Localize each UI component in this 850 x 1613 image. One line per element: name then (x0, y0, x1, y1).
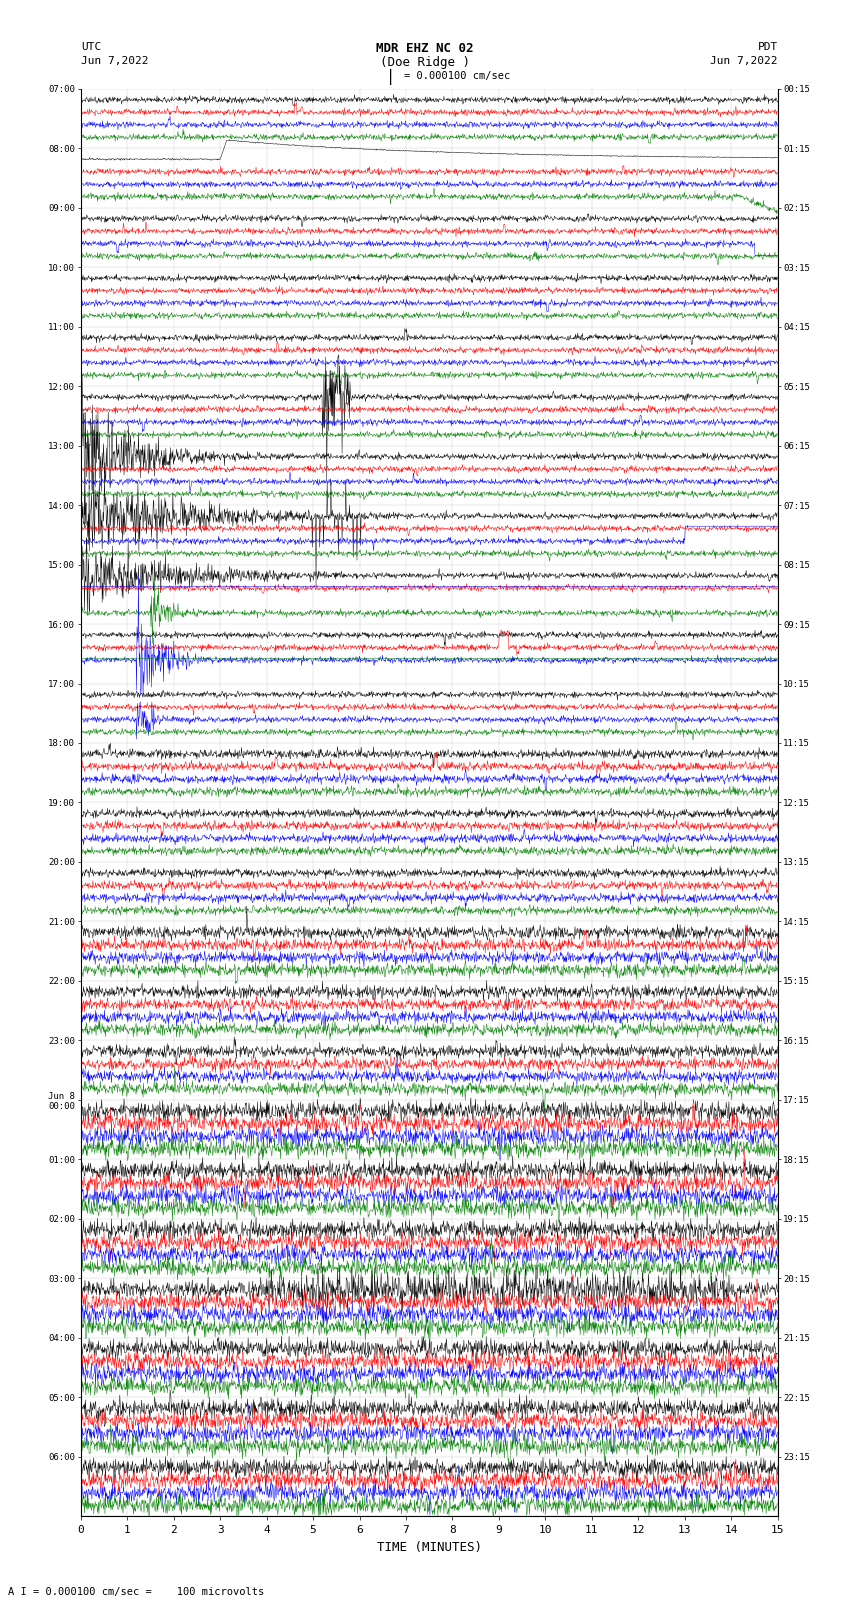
Text: UTC: UTC (81, 42, 101, 52)
X-axis label: TIME (MINUTES): TIME (MINUTES) (377, 1540, 482, 1553)
Text: = 0.000100 cm/sec: = 0.000100 cm/sec (404, 71, 510, 81)
Text: Jun 7,2022: Jun 7,2022 (81, 56, 148, 66)
Text: (Doe Ridge ): (Doe Ridge ) (380, 56, 470, 69)
Text: |: | (387, 69, 395, 85)
Text: A I = 0.000100 cm/sec =    100 microvolts: A I = 0.000100 cm/sec = 100 microvolts (8, 1587, 264, 1597)
Text: Jun 7,2022: Jun 7,2022 (711, 56, 778, 66)
Text: PDT: PDT (757, 42, 778, 52)
Text: MDR EHZ NC 02: MDR EHZ NC 02 (377, 42, 473, 55)
